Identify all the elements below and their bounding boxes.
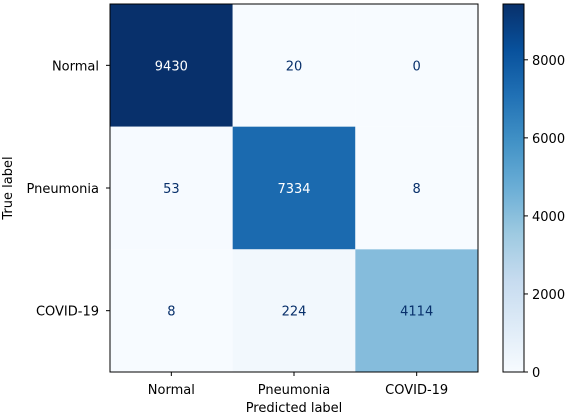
cell-value-2-0: 8 (167, 305, 175, 320)
cell-value-1-0: 53 (163, 182, 180, 197)
heatmap-cell-1-2 (355, 126, 479, 250)
y-tick-label-2: COVID-19 (36, 305, 99, 320)
heatmap-cell-1-0 (110, 126, 233, 250)
cell-value-0-2: 0 (413, 59, 421, 74)
y-axis-label: True label (1, 156, 16, 220)
heatmap-cell-2-0 (110, 249, 233, 373)
y-tick-label-0: Normal (52, 59, 99, 74)
x-tick-label-1: Pneumonia (258, 383, 331, 398)
cell-value-2-1: 224 (282, 305, 307, 320)
cell-value-1-1: 7334 (277, 182, 310, 197)
heatmap-cell-2-2 (355, 249, 479, 373)
y-tick-label-1: Pneumonia (26, 182, 99, 197)
heatmap-cells (110, 4, 479, 373)
x-tick-label-2: COVID-19 (385, 383, 448, 398)
heatmap-cell-0-0 (110, 4, 233, 127)
cell-value-0-0: 9430 (155, 59, 188, 74)
y-axis-ticks: Normal Pneumonia COVID-19 (26, 59, 110, 320)
x-axis-label: Predicted label (246, 401, 343, 414)
colorbar-tick-label-3: 6000 (532, 132, 565, 147)
x-tick-label-0: Normal (148, 383, 195, 398)
heatmap-cell-0-1 (232, 4, 356, 127)
colorbar-tick-label-4: 8000 (532, 54, 565, 69)
cell-value-labels: 9430 20 0 53 7334 8 8 224 4114 (155, 59, 433, 319)
colorbar-tick-label-0: 0 (532, 366, 540, 381)
cell-value-1-2: 8 (413, 182, 421, 197)
heatmap-cell-0-2 (355, 4, 479, 127)
x-axis-ticks: Normal Pneumonia COVID-19 (148, 372, 448, 398)
colorbar-ticks: 0 2000 4000 6000 8000 (524, 54, 565, 381)
colorbar-tick-label-1: 2000 (532, 288, 565, 303)
heatmap-cell-1-1 (232, 126, 356, 250)
colorbar (502, 3, 525, 373)
cell-value-0-1: 20 (286, 59, 303, 74)
cell-value-2-2: 4114 (400, 305, 433, 320)
colorbar-tick-label-2: 4000 (532, 210, 565, 225)
heatmap-cell-2-1 (232, 249, 356, 373)
